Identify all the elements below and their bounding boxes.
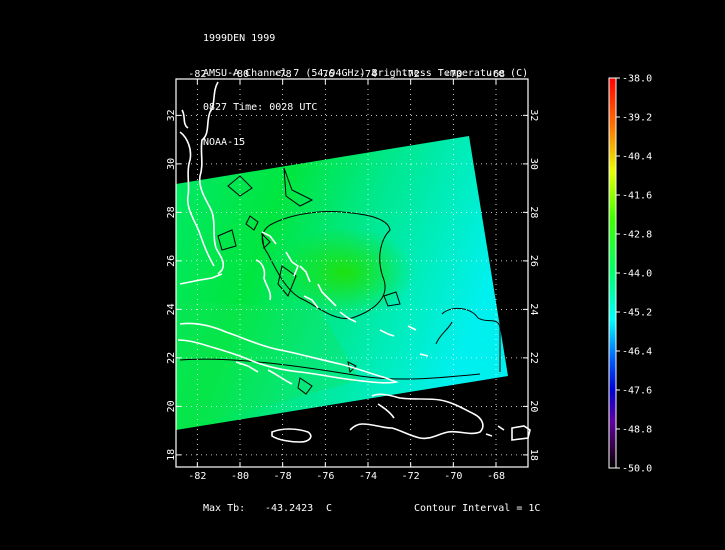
lon-tick-label-top: -74 xyxy=(359,69,377,80)
lon-tick-label-top: -68 xyxy=(487,69,505,80)
lon-tick-label-bottom: -78 xyxy=(274,471,292,482)
lat-tick-label-right: 30 xyxy=(528,158,539,170)
lat-tick-label-right: 26 xyxy=(528,255,539,267)
lon-tick-label-bottom: -82 xyxy=(188,471,206,482)
lat-tick-label-right: 32 xyxy=(528,109,539,121)
header-storm-title: 1999DEN 1999 xyxy=(203,33,276,44)
header-satellite: NOAA-15 xyxy=(203,136,246,148)
colorbar-label: -40.4 xyxy=(622,152,652,163)
colorbar-label: -50.0 xyxy=(622,464,652,475)
colorbar-label: -41.6 xyxy=(622,191,652,202)
colorbar-label: -46.4 xyxy=(622,347,652,358)
lat-tick-label-left: 20 xyxy=(166,400,177,412)
lat-tick-label-left: 18 xyxy=(166,449,177,461)
lat-tick-label-right: 20 xyxy=(528,400,539,412)
lat-tick-label-left: 32 xyxy=(166,109,177,121)
lat-lon-grid xyxy=(176,79,528,467)
lon-tick-label-bottom: -72 xyxy=(402,471,420,482)
lon-tick-label-top: -80 xyxy=(231,69,249,80)
coastlines xyxy=(177,81,531,443)
lat-tick-label-right: 22 xyxy=(528,352,539,364)
lat-tick-label-left: 24 xyxy=(166,303,177,315)
colorbar-label: -45.2 xyxy=(622,308,652,319)
colorbar: -38.0 -39.2 -40.4 -41.6 -42.8 -44.0 -45.2 -46.4… xyxy=(608,74,652,475)
max-tb-value: -43.2423 xyxy=(265,503,314,514)
lon-tick-label-bottom: -70 xyxy=(444,471,462,482)
lat-tick-label-left: 26 xyxy=(166,255,177,267)
lat-tick-label-right: 28 xyxy=(528,206,539,218)
lon-tick-label-top: -78 xyxy=(274,69,292,80)
colorbar-label: -39.2 xyxy=(622,113,652,124)
lon-tick-label-bottom: -76 xyxy=(316,471,334,482)
colorbar-label: -48.8 xyxy=(622,425,652,436)
lon-tick-label-top: -76 xyxy=(316,69,334,80)
lon-tick-label-top: -82 xyxy=(188,69,206,80)
lat-tick-label-left: 28 xyxy=(166,206,177,218)
map-header: 1999DEN 1999 AMSU-A Channel 7 (54.94GHz)… xyxy=(203,10,528,160)
contour-interval: Contour Interval = 1C xyxy=(414,503,541,514)
max-tb-unit: C xyxy=(326,503,333,514)
temperature-contours xyxy=(179,167,501,395)
lat-tick-label-right: 24 xyxy=(528,303,539,315)
axis-tick-labels: -82 -82 -80 -80 -78 -78 -76 -76 -74 -74 -72 -72 -70 -… xyxy=(166,69,539,482)
header-time: 0827 Time: 0028 UTC xyxy=(203,102,318,113)
lat-tick-label-left: 30 xyxy=(166,158,177,170)
lon-tick-label-bottom: -80 xyxy=(231,471,249,482)
lat-tick-label-left: 22 xyxy=(166,352,177,364)
header-product-title: AMSU-A Channel 7 (54.94GHz) Brightness T… xyxy=(203,67,529,79)
lon-tick-label-top: -70 xyxy=(444,69,462,80)
lon-tick-label-top: -72 xyxy=(402,69,420,80)
axis-ticks xyxy=(176,79,528,467)
lon-tick-label-bottom: -68 xyxy=(487,471,505,482)
map-frame xyxy=(175,78,529,468)
lat-tick-label-right: 18 xyxy=(528,449,539,461)
colorbar-label: -38.0 xyxy=(622,74,652,85)
colorbar-label: -42.8 xyxy=(622,230,652,241)
lon-tick-label-bottom: -74 xyxy=(359,471,377,482)
max-tb-label: Max Tb: xyxy=(203,503,246,514)
colorbar-label: -47.6 xyxy=(622,386,652,397)
colorbar-label: -44.0 xyxy=(622,269,652,280)
brightness-swath xyxy=(176,136,508,430)
